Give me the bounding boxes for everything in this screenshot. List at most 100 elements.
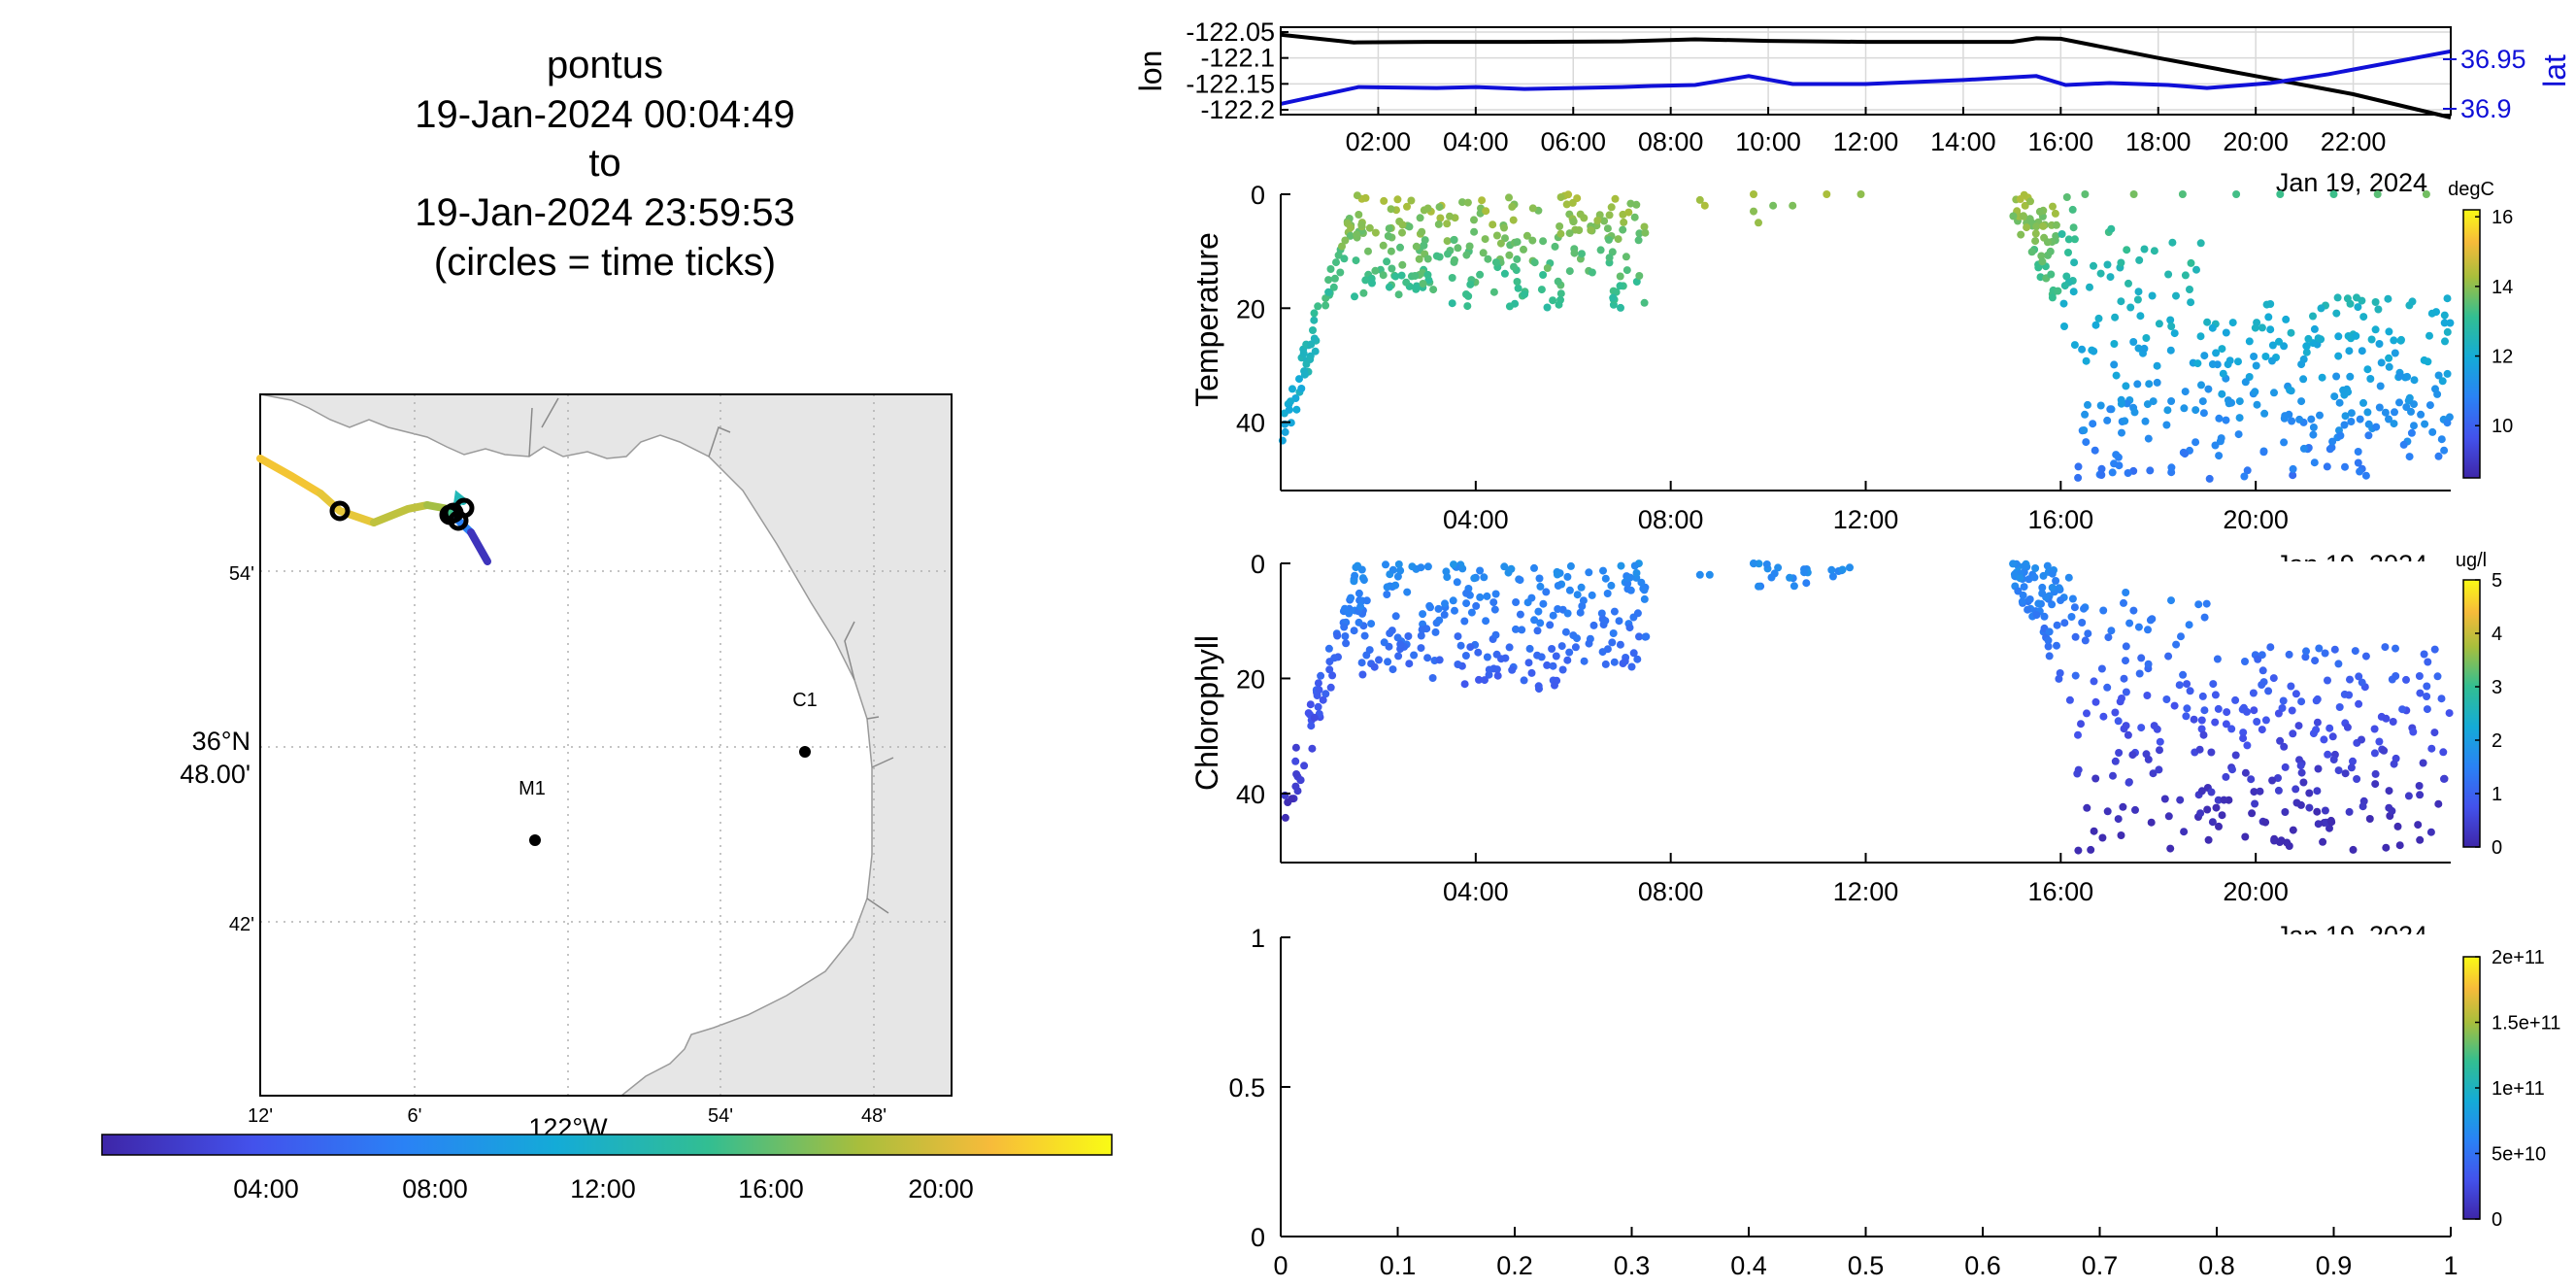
temperature-point [2328,437,2337,446]
x-tick-label: 0.2 [1496,1251,1533,1280]
chlorophyll-point [2156,746,2163,755]
chlorophyll-point [2080,604,2088,613]
chlorophyll-point [2334,766,2343,775]
chlorophyll-point [1617,561,1625,570]
chlorophyll-point [2177,632,2185,641]
temperature-point [1380,196,1388,205]
chlorophyll-point [1456,641,1465,650]
temperature-point [2384,294,2392,303]
temperature-point [2381,408,2390,417]
temperature-point [2211,441,2220,450]
chlorophyll-point [1627,662,1636,671]
temperature-point [1539,237,1548,246]
temperature-point [2117,297,2125,306]
chlorophyll-point [2426,828,2435,836]
chlorophyll-point [1827,565,1836,574]
chlorophyll-point [2122,688,2130,696]
temperature-point [1385,224,1393,233]
chlorophyll-point [2195,745,2204,754]
temperature-point [2261,353,2270,360]
map-title-line: pontus [547,44,663,86]
chlorophyll-point [2254,655,2262,663]
chlorophyll-point [2434,799,2443,808]
temperature-point [1622,253,1630,261]
temperature-point [2443,294,2452,303]
temperature-point [2118,428,2125,437]
temperature-point [1549,296,1557,305]
temperature-point [1556,193,1565,201]
colorbar-tick-label: 1 [2492,784,2502,805]
temperature-point [2396,336,2405,345]
temperature-point [2140,245,2149,254]
temperature-point [2405,453,2414,461]
temperature-point [1755,219,1762,227]
temperature-point [1619,225,1627,234]
temperature-point [2200,352,2209,360]
chlorophyll-point [2164,652,2173,661]
temperature-point [2181,271,2190,280]
temperature-point [2299,375,2308,384]
temperature-point [2178,190,2187,198]
temperature-point [1605,211,1614,220]
temperature-point [1352,256,1360,265]
temperature-point [2431,385,2439,393]
temperature-point [1640,222,1649,231]
chlorophyll-point [2119,802,2127,811]
chlorophyll-point [1549,661,1557,670]
chlorophyll-point [1610,658,1619,666]
chlorophyll-point [2198,692,2207,700]
chlorophyll-point [1435,656,1444,664]
temperature-point [2395,372,2404,381]
temperature-point [2078,345,2087,354]
chlorophyll-point [2153,725,2161,733]
chlorophyll-point [2258,681,2266,689]
chlorophyll-point [1524,659,1533,667]
lon-tick-label: 12' [248,1105,273,1127]
temperature-point [1346,231,1355,240]
lat-tick-label: 42' [229,914,254,935]
temperature-point [2222,416,2230,424]
chlorophyll-point [2301,653,2310,661]
colorbar-tick-label: 2 [2492,730,2502,752]
temperature-point [2205,474,2214,483]
temperature-point [1306,356,1315,363]
temperature-point [1630,213,1639,221]
chlorophyll-point [1599,566,1607,575]
chlorophyll-point [2032,611,2041,620]
chlorophyll-point [2269,674,2278,683]
temperature-point [2130,408,2139,417]
temperature-point [1311,347,1320,356]
chlorophyll-point [2274,786,2283,795]
chlorophyll-point [2144,626,2152,634]
temperature-point [1500,269,1509,278]
temperature-point [2123,246,2131,254]
temperature-point [1387,205,1395,214]
chlorophyll-point [2196,809,2205,818]
chlorophyll-point [1461,652,1470,660]
chlorophyll-point [2313,807,2322,816]
chlorophyll-point [2345,807,2354,816]
temperature-point [2286,386,2294,394]
chlorophyll-point [2128,751,2137,760]
temperature-point [2250,353,2258,360]
temperature-point [2245,337,2254,346]
chlorophyll-point [2404,792,2413,800]
x-tick-label: 0.9 [2316,1251,2353,1280]
chlorophyll-point [1500,562,1509,571]
temperature-point [1355,211,1363,219]
temperature-point [2144,434,2153,443]
chlorophyll-point [2099,712,2108,721]
chlorophyll-point [1396,640,1405,649]
chlorophyll-point [2288,706,2296,715]
temperature-point [1609,293,1618,302]
temperature-point [2162,421,2171,429]
chlorophyll-point [1296,776,1305,785]
temperature-point [2133,295,2142,304]
temperature-point [2068,205,2077,214]
temperature-point [2358,347,2366,356]
chlorophyll-point [1423,562,1432,571]
chlorophyll-point [2143,692,2152,699]
temperature-point [2375,340,2384,348]
temperature-point [2052,232,2060,240]
chlorophyll-point [1846,563,1854,572]
